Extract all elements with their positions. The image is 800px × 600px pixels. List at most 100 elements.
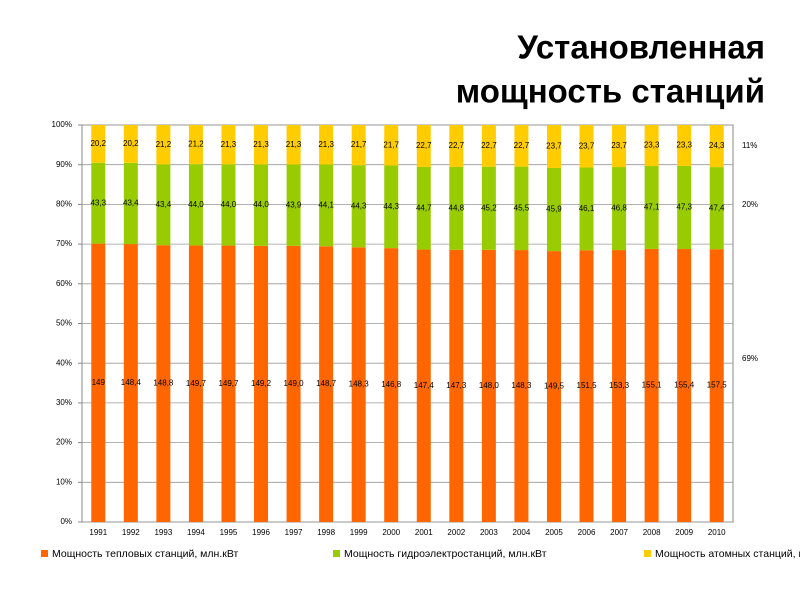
x-tick-label: 1999 bbox=[350, 528, 368, 537]
bar-segment bbox=[677, 125, 692, 166]
x-tick-label: 2003 bbox=[480, 528, 498, 537]
legend-swatch bbox=[644, 550, 651, 557]
bar-segment bbox=[514, 166, 529, 251]
bar-segment bbox=[579, 167, 594, 251]
data-label: 22,7 bbox=[514, 141, 530, 150]
bar-segment bbox=[644, 166, 659, 249]
x-tick-label: 1994 bbox=[187, 528, 205, 537]
bar-segment bbox=[123, 125, 138, 163]
x-tick-label: 2001 bbox=[415, 528, 433, 537]
bar-segment bbox=[709, 249, 724, 522]
bar-segment bbox=[91, 125, 106, 163]
bar-segment bbox=[709, 125, 724, 168]
data-label: 21,3 bbox=[286, 140, 302, 149]
data-label: 149,7 bbox=[186, 379, 207, 388]
y-tick-label: 60% bbox=[56, 279, 72, 288]
y-tick-label: 0% bbox=[60, 517, 72, 526]
data-label: 147,3 bbox=[446, 381, 467, 390]
x-tick-label: 1998 bbox=[317, 528, 335, 537]
data-label: 44,3 bbox=[383, 202, 399, 211]
data-label: 20,2 bbox=[90, 139, 106, 148]
data-label: 155,1 bbox=[642, 381, 663, 390]
x-tick-label: 1993 bbox=[154, 528, 172, 537]
data-label: 45,2 bbox=[481, 203, 497, 212]
x-tick-label: 2009 bbox=[675, 528, 693, 537]
x-tick-label: 1991 bbox=[89, 528, 107, 537]
bar-segment bbox=[91, 162, 106, 244]
bar-segment bbox=[481, 125, 496, 167]
bar-segment bbox=[579, 250, 594, 522]
data-label: 22,7 bbox=[416, 141, 432, 150]
bar-segment bbox=[449, 166, 464, 250]
bar-segment bbox=[188, 245, 203, 522]
data-label: 149,5 bbox=[544, 382, 565, 391]
x-tick-label: 2007 bbox=[610, 528, 628, 537]
data-label: 43,4 bbox=[123, 199, 139, 208]
bar-segment bbox=[481, 249, 496, 523]
bar-segment bbox=[709, 167, 724, 250]
data-label: 146,8 bbox=[381, 380, 402, 389]
data-label: 45,5 bbox=[514, 203, 530, 212]
bar-segment bbox=[416, 166, 431, 250]
data-label: 43,3 bbox=[90, 198, 106, 207]
data-label: 148,7 bbox=[316, 379, 337, 388]
y-tick-label: 90% bbox=[56, 160, 72, 169]
y-tick-label: 100% bbox=[52, 120, 72, 129]
bar-segment bbox=[319, 246, 334, 522]
bar-segment bbox=[416, 249, 431, 522]
data-label: 148,3 bbox=[349, 380, 370, 389]
data-label: 44,1 bbox=[318, 200, 334, 209]
data-label: 23,3 bbox=[676, 141, 692, 150]
bar-segment bbox=[286, 245, 301, 522]
bar-segment bbox=[254, 245, 269, 522]
bar-segment bbox=[612, 250, 627, 523]
data-label: 21,2 bbox=[188, 140, 204, 149]
y-tick-label: 30% bbox=[56, 398, 72, 407]
x-tick-label: 2005 bbox=[545, 528, 563, 537]
bar-segment bbox=[254, 164, 269, 246]
bar-segment bbox=[514, 125, 529, 167]
x-tick-label: 2010 bbox=[708, 528, 726, 537]
x-tick-label: 2002 bbox=[447, 528, 465, 537]
annotation: 11% bbox=[742, 141, 757, 150]
chart-title: Установленная bbox=[517, 29, 765, 66]
bar-segment bbox=[156, 164, 171, 246]
data-label: 148,0 bbox=[479, 381, 500, 390]
data-label: 47,4 bbox=[709, 203, 725, 212]
x-tick-label: 1997 bbox=[285, 528, 303, 537]
x-tick-label: 2004 bbox=[513, 528, 531, 537]
bar-segment bbox=[156, 245, 171, 522]
bar-segment bbox=[481, 166, 496, 250]
bar-segment bbox=[351, 165, 366, 248]
annotation: 69% bbox=[742, 354, 758, 363]
data-label: 151,5 bbox=[577, 381, 598, 390]
legend-label: Мощность атомных станций, млн.кВт bbox=[655, 548, 800, 560]
data-label: 44,0 bbox=[253, 200, 269, 209]
data-label: 147,4 bbox=[414, 381, 435, 390]
y-tick-label: 70% bbox=[56, 239, 72, 248]
bar-segment bbox=[677, 249, 692, 522]
data-label: 47,1 bbox=[644, 203, 660, 212]
bar-segment bbox=[254, 125, 269, 165]
data-label: 44,8 bbox=[449, 203, 465, 212]
bar-segment bbox=[221, 245, 236, 522]
bar-segment bbox=[351, 247, 366, 522]
data-label: 22,7 bbox=[449, 141, 465, 150]
bar-segment bbox=[546, 251, 561, 522]
bar-segment bbox=[644, 125, 659, 167]
bar-segment bbox=[91, 243, 106, 522]
data-label: 21,3 bbox=[253, 140, 269, 149]
data-label: 148,4 bbox=[121, 378, 142, 387]
data-label: 44,0 bbox=[221, 200, 237, 209]
bar-segment bbox=[123, 162, 138, 245]
data-label: 21,3 bbox=[221, 140, 237, 149]
chart-title: мощность станций bbox=[456, 73, 765, 110]
data-label: 23,7 bbox=[611, 141, 627, 150]
data-label: 43,4 bbox=[156, 200, 172, 209]
bar-segment bbox=[384, 165, 399, 249]
y-tick-label: 50% bbox=[56, 319, 72, 328]
bar-segment bbox=[286, 125, 301, 165]
bar-segment bbox=[286, 164, 301, 246]
data-label: 21,2 bbox=[156, 140, 172, 149]
bar-segment bbox=[546, 167, 561, 252]
